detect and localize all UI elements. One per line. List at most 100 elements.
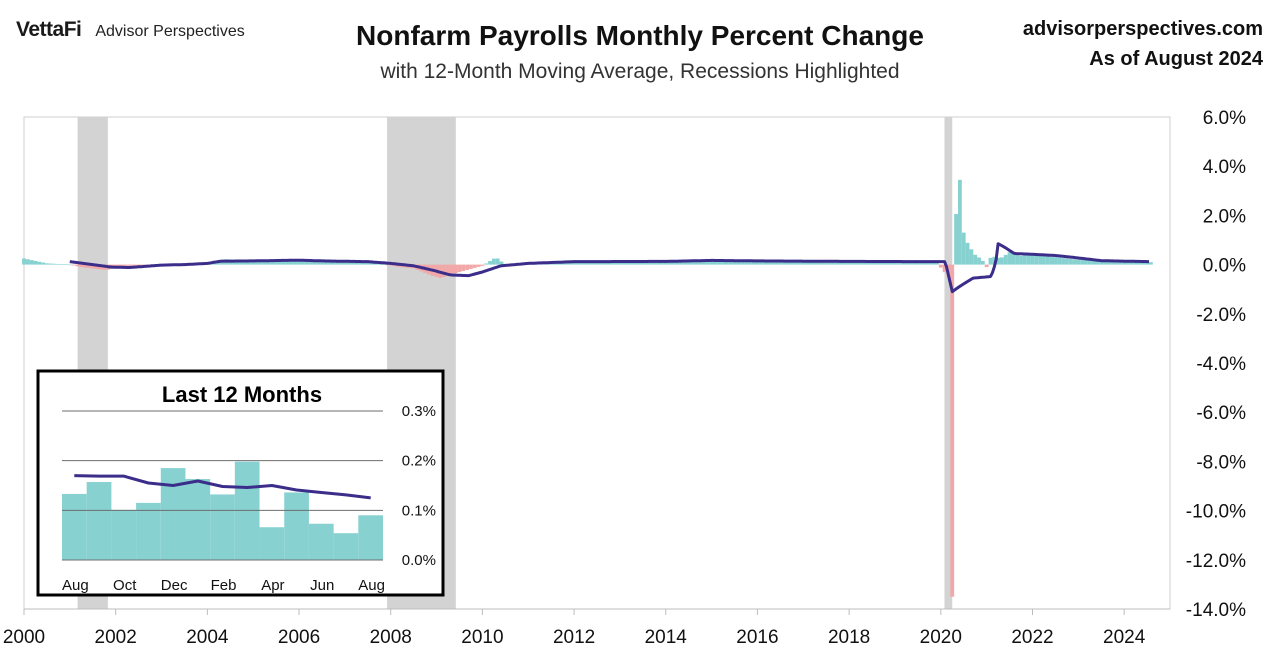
- monthly-bar: [316, 261, 321, 265]
- x-tick-label: 2008: [370, 627, 412, 648]
- monthly-bar: [308, 260, 313, 265]
- monthly-bar: [694, 260, 699, 265]
- x-tick-label: 2024: [1103, 627, 1146, 648]
- inset-x-tick-label: Oct: [113, 577, 137, 594]
- monthly-bar: [1042, 255, 1046, 265]
- monthly-bar: [690, 260, 695, 265]
- monthly-bar: [45, 263, 49, 265]
- monthly-bar: [25, 259, 30, 265]
- monthly-bar: [37, 261, 42, 265]
- monthly-bar: [751, 260, 756, 265]
- monthly-bar: [488, 261, 492, 265]
- monthly-bar: [33, 260, 38, 265]
- y-tick-label: -10.0%: [1186, 502, 1246, 523]
- monthly-bar: [996, 257, 1001, 265]
- x-tick-label: 2010: [461, 627, 503, 648]
- monthly-bar: [984, 264, 989, 268]
- monthly-bar: [969, 249, 974, 265]
- monthly-bar: [774, 260, 779, 265]
- monthly-bar: [896, 261, 901, 265]
- monthly-bar: [1045, 256, 1050, 265]
- monthly-bar: [1137, 261, 1142, 265]
- x-tick-label: 2018: [828, 627, 870, 648]
- monthly-bar: [297, 259, 301, 265]
- monthly-bar: [94, 264, 99, 269]
- monthly-bar: [747, 260, 752, 265]
- monthly-bar: [935, 263, 939, 265]
- monthly-bar: [732, 260, 737, 265]
- x-tick-label: 2014: [645, 627, 688, 648]
- inset-bar: [333, 533, 359, 560]
- monthly-bar: [1095, 260, 1100, 265]
- monthly-bar: [293, 259, 298, 265]
- monthly-bar: [797, 260, 802, 265]
- chart-title: Nonfarm Payrolls Monthly Percent Change: [0, 20, 1280, 52]
- monthly-bar: [480, 264, 485, 266]
- monthly-bar: [262, 260, 267, 265]
- monthly-bar: [721, 259, 725, 265]
- inset-x-tick-label: Aug: [358, 577, 385, 594]
- monthly-bar: [446, 264, 450, 276]
- monthly-bar: [938, 264, 943, 268]
- monthly-bar: [41, 262, 46, 265]
- monthly-bar: [1076, 259, 1081, 265]
- chart-title-text: Nonfarm Payrolls Monthly Percent Change: [356, 20, 924, 51]
- monthly-bar: [1061, 258, 1065, 265]
- monthly-bar: [289, 259, 294, 265]
- monthly-bar: [759, 260, 764, 265]
- monthly-bar: [954, 214, 958, 265]
- inset-bar: [136, 502, 161, 560]
- monthly-bar: [469, 264, 473, 269]
- chart-subtitle: with 12-Month Moving Average, Recessions…: [380, 60, 900, 83]
- monthly-bar: [778, 260, 783, 265]
- monthly-bar: [251, 260, 256, 265]
- monthly-bar: [346, 261, 351, 265]
- x-tick-label: 2020: [920, 627, 962, 648]
- monthly-bar: [358, 262, 363, 265]
- monthly-bar: [71, 264, 76, 266]
- inset-moving-average-line: [74, 474, 371, 500]
- monthly-bar: [1118, 260, 1123, 265]
- monthly-bar: [327, 261, 332, 265]
- monthly-bar: [1145, 261, 1149, 265]
- monthly-bar: [499, 261, 504, 265]
- monthly-bar: [702, 259, 706, 265]
- monthly-bar: [285, 259, 290, 265]
- monthly-bar: [1126, 261, 1130, 265]
- monthly-bar: [465, 264, 470, 270]
- monthly-bar: [1122, 260, 1127, 265]
- site-url: advisorperspectives.com: [1022, 18, 1263, 40]
- monthly-bar: [755, 260, 760, 265]
- inset-title: Last 12 Months: [162, 382, 322, 407]
- inset-bar: [358, 515, 383, 560]
- monthly-bar: [1114, 260, 1119, 265]
- monthly-bar: [442, 264, 447, 278]
- monthly-bar: [705, 259, 710, 265]
- inset-x-tick-label: Apr: [261, 577, 284, 594]
- x-tick-label: 2006: [278, 627, 320, 648]
- monthly-bar: [67, 264, 72, 266]
- monthly-bar: [331, 261, 336, 265]
- recession-band-3: [944, 117, 953, 609]
- monthly-bar: [1053, 257, 1058, 265]
- monthly-bar: [304, 260, 309, 265]
- monthly-bar: [29, 260, 34, 265]
- monthly-bar: [1129, 261, 1134, 265]
- monthly-bar: [461, 264, 466, 271]
- inset-bar: [160, 468, 186, 560]
- y-tick-label: -8.0%: [1196, 452, 1246, 473]
- monthly-bar: [1000, 257, 1004, 265]
- monthly-bar: [786, 260, 790, 265]
- monthly-bar: [1091, 260, 1096, 265]
- monthly-bar: [342, 261, 347, 265]
- monthly-bar: [476, 264, 481, 267]
- inset-bar: [86, 482, 112, 560]
- y-tick-label: 4.0%: [1203, 157, 1246, 178]
- monthly-bar: [453, 264, 458, 274]
- monthly-bar: [724, 260, 729, 265]
- monthly-bar: [362, 262, 366, 265]
- monthly-bar: [950, 264, 955, 597]
- monthly-bar: [90, 264, 95, 269]
- monthly-bar: [919, 261, 924, 265]
- monthly-bar: [377, 263, 382, 265]
